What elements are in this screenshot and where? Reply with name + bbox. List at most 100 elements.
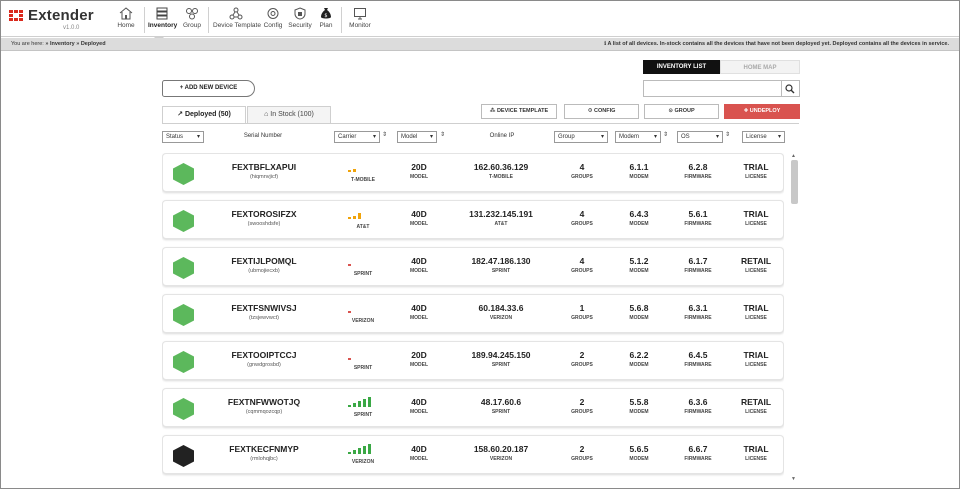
license-cell: RETAIL LICENSE — [734, 397, 778, 415]
signal-bar — [368, 444, 371, 454]
ip-cell: 131.232.145.191 AT&T — [449, 209, 553, 227]
serial-number[interactable]: FEXTFSNWIVSJ — [231, 303, 297, 313]
nav-plan[interactable]: $ Plan — [316, 7, 336, 35]
nav-plan-label: Plan — [319, 22, 333, 29]
group-count[interactable]: 2 — [579, 397, 585, 407]
app-version: v1.0.0 — [63, 25, 80, 31]
model-sort-icon[interactable]: ⇕ — [440, 132, 446, 138]
nav-home[interactable]: Home — [113, 7, 139, 35]
modem-filter[interactable]: Modem — [615, 131, 661, 143]
online-ip-value: 60.184.33.6 — [478, 303, 524, 313]
device-row[interactable]: FEXTNFWWOTJQ (cqmmqozcqp) SPRINT 40D MOD… — [162, 388, 784, 427]
serial-cell: FEXTOOIPTCCJ (gnwdgrosbd) — [216, 350, 312, 368]
tab-deployed-label: Deployed (50) — [184, 111, 231, 118]
group-count[interactable]: 2 — [579, 444, 585, 454]
model-unit: MODEL — [409, 268, 429, 274]
device-row[interactable]: FEXTOROSIFZX (swooshdsfe) AT&T 40D MODEL… — [162, 200, 784, 239]
device-template-button[interactable]: ⁂ DEVICE TEMPLATE — [481, 104, 557, 119]
nav-monitor[interactable]: Monitor — [347, 7, 373, 35]
group-filter[interactable]: Group — [554, 131, 608, 143]
serial-number[interactable]: FEXTNFWWOTJQ — [227, 397, 301, 407]
add-new-device-button[interactable]: + ADD NEW DEVICE — [162, 80, 255, 97]
scroll-down-arrow-icon[interactable]: ▼ — [791, 476, 796, 482]
carrier-name: SPRINT — [353, 271, 373, 277]
search-input[interactable] — [643, 80, 782, 97]
breadcrumb-bar: You are here: » Inventory » Deployed ℹ A… — [1, 38, 959, 51]
signal-bar — [348, 311, 351, 313]
serial-number-header[interactable]: Serial Number — [243, 133, 283, 139]
signal-strength-icon — [348, 209, 382, 219]
os-filter[interactable]: OS — [677, 131, 723, 143]
carrier-name: SPRINT — [353, 365, 373, 371]
group-count[interactable]: 4 — [579, 209, 585, 219]
online-ip-header[interactable]: Online IP — [489, 133, 515, 139]
undeploy-button[interactable]: ✚ UNDEPLOY — [724, 104, 800, 119]
signal-bar — [353, 216, 356, 219]
tab-in-stock[interactable]: ⌂ In Stock (100) — [247, 106, 331, 124]
firmware-cell: 6.4.5 FIRMWARE — [678, 350, 718, 368]
config-button[interactable]: ⚙ CONFIG — [564, 104, 639, 119]
device-alias: (ubmojiecxb) — [248, 268, 280, 274]
license-filter[interactable]: License — [742, 131, 785, 143]
device-alias: (gnwdgrosbd) — [247, 362, 281, 368]
signal-bar — [348, 358, 351, 360]
firmware-unit: FIRMWARE — [684, 409, 712, 415]
breadcrumb-path[interactable]: » Inventory » Deployed — [45, 41, 106, 47]
os-sort-icon[interactable]: ⇕ — [725, 132, 731, 138]
signal-strength-icon — [348, 444, 382, 454]
breadcrumb-prefix: You are here: — [11, 41, 46, 47]
nav-device-template[interactable]: Device Template — [213, 7, 261, 35]
model-filter[interactable]: Model — [397, 131, 437, 143]
group-count[interactable]: 2 — [579, 350, 585, 360]
signal-strength-icon — [348, 350, 382, 360]
carrier-sort-icon[interactable]: ⇕ — [382, 132, 388, 138]
serial-number[interactable]: FEXTIJLPOMQL — [231, 256, 297, 266]
device-row[interactable]: FEXTOOIPTCCJ (gnwdgrosbd) SPRINT 20D MOD… — [162, 341, 784, 380]
home-map-toggle[interactable]: HOME MAP — [720, 60, 800, 74]
tab-deployed[interactable]: ↗ Deployed (50) — [162, 106, 246, 124]
carrier-filter[interactable]: Carrier — [334, 131, 380, 143]
license-type: TRIAL — [743, 444, 769, 454]
nav-security[interactable]: Security — [288, 7, 312, 35]
plan-icon: $ — [321, 8, 331, 19]
modem-unit: MODEM — [629, 268, 649, 274]
group-cell: 4 GROUPS — [562, 256, 602, 274]
group-count[interactable]: 1 — [579, 303, 585, 313]
device-row[interactable]: FEXTKECFNMYP (rmlohqjbc) VERIZON 40D MOD… — [162, 435, 784, 474]
group-button[interactable]: ⊙ GROUP — [644, 104, 719, 119]
status-filter[interactable]: Status — [162, 131, 204, 143]
serial-number[interactable]: FEXTOOIPTCCJ — [231, 350, 297, 360]
brand[interactable]: Extender v1.0.0 — [9, 7, 99, 35]
search-icon — [785, 84, 795, 94]
ip-carrier: T-MOBILE — [489, 174, 513, 180]
scrollbar-thumb[interactable] — [791, 160, 798, 204]
nav-group[interactable]: Group — [181, 7, 203, 35]
device-row[interactable]: FEXTIJLPOMQL (ubmojiecxb) SPRINT 40D MOD… — [162, 247, 784, 286]
status-hexagon-icon — [173, 351, 194, 373]
nav-inventory[interactable]: Inventory — [148, 7, 177, 35]
group-count[interactable]: 4 — [579, 256, 585, 266]
modem-unit: MODEM — [629, 409, 649, 415]
modem-unit: MODEM — [629, 456, 649, 462]
device-row[interactable]: FEXTBFLXAPUI (hiqmnvjicf) T-MOBILE 20D M… — [162, 153, 784, 192]
serial-number[interactable]: FEXTOROSIFZX — [231, 209, 297, 219]
device-row[interactable]: FEXTFSNWIVSJ (tzsjewvwct) VERIZON 40D MO… — [162, 294, 784, 333]
status-hexagon-icon — [173, 210, 194, 232]
serial-number[interactable]: FEXTKECFNMYP — [229, 444, 299, 454]
model-cell: 20D MODEL — [399, 162, 439, 180]
scroll-up-arrow-icon[interactable]: ▲ — [791, 153, 796, 159]
group-count[interactable]: 4 — [579, 162, 585, 172]
nav-config[interactable]: Config — [263, 7, 283, 35]
modem-sort-icon[interactable]: ⇕ — [663, 132, 669, 138]
nav-divider — [341, 7, 342, 33]
inventory-list-toggle[interactable]: INVENTORY LIST — [643, 60, 720, 74]
firmware-version: 6.3.1 — [688, 303, 708, 313]
online-ip-value: 182.47.186.130 — [471, 256, 531, 266]
firmware-version: 6.4.5 — [688, 350, 708, 360]
model-cell: 20D MODEL — [399, 350, 439, 368]
signal-bar — [363, 446, 366, 454]
serial-number[interactable]: FEXTBFLXAPUI — [231, 162, 297, 172]
model-cell: 40D MODEL — [399, 444, 439, 462]
serial-cell: FEXTKECFNMYP (rmlohqjbc) — [216, 444, 312, 462]
search-button[interactable] — [782, 80, 800, 97]
